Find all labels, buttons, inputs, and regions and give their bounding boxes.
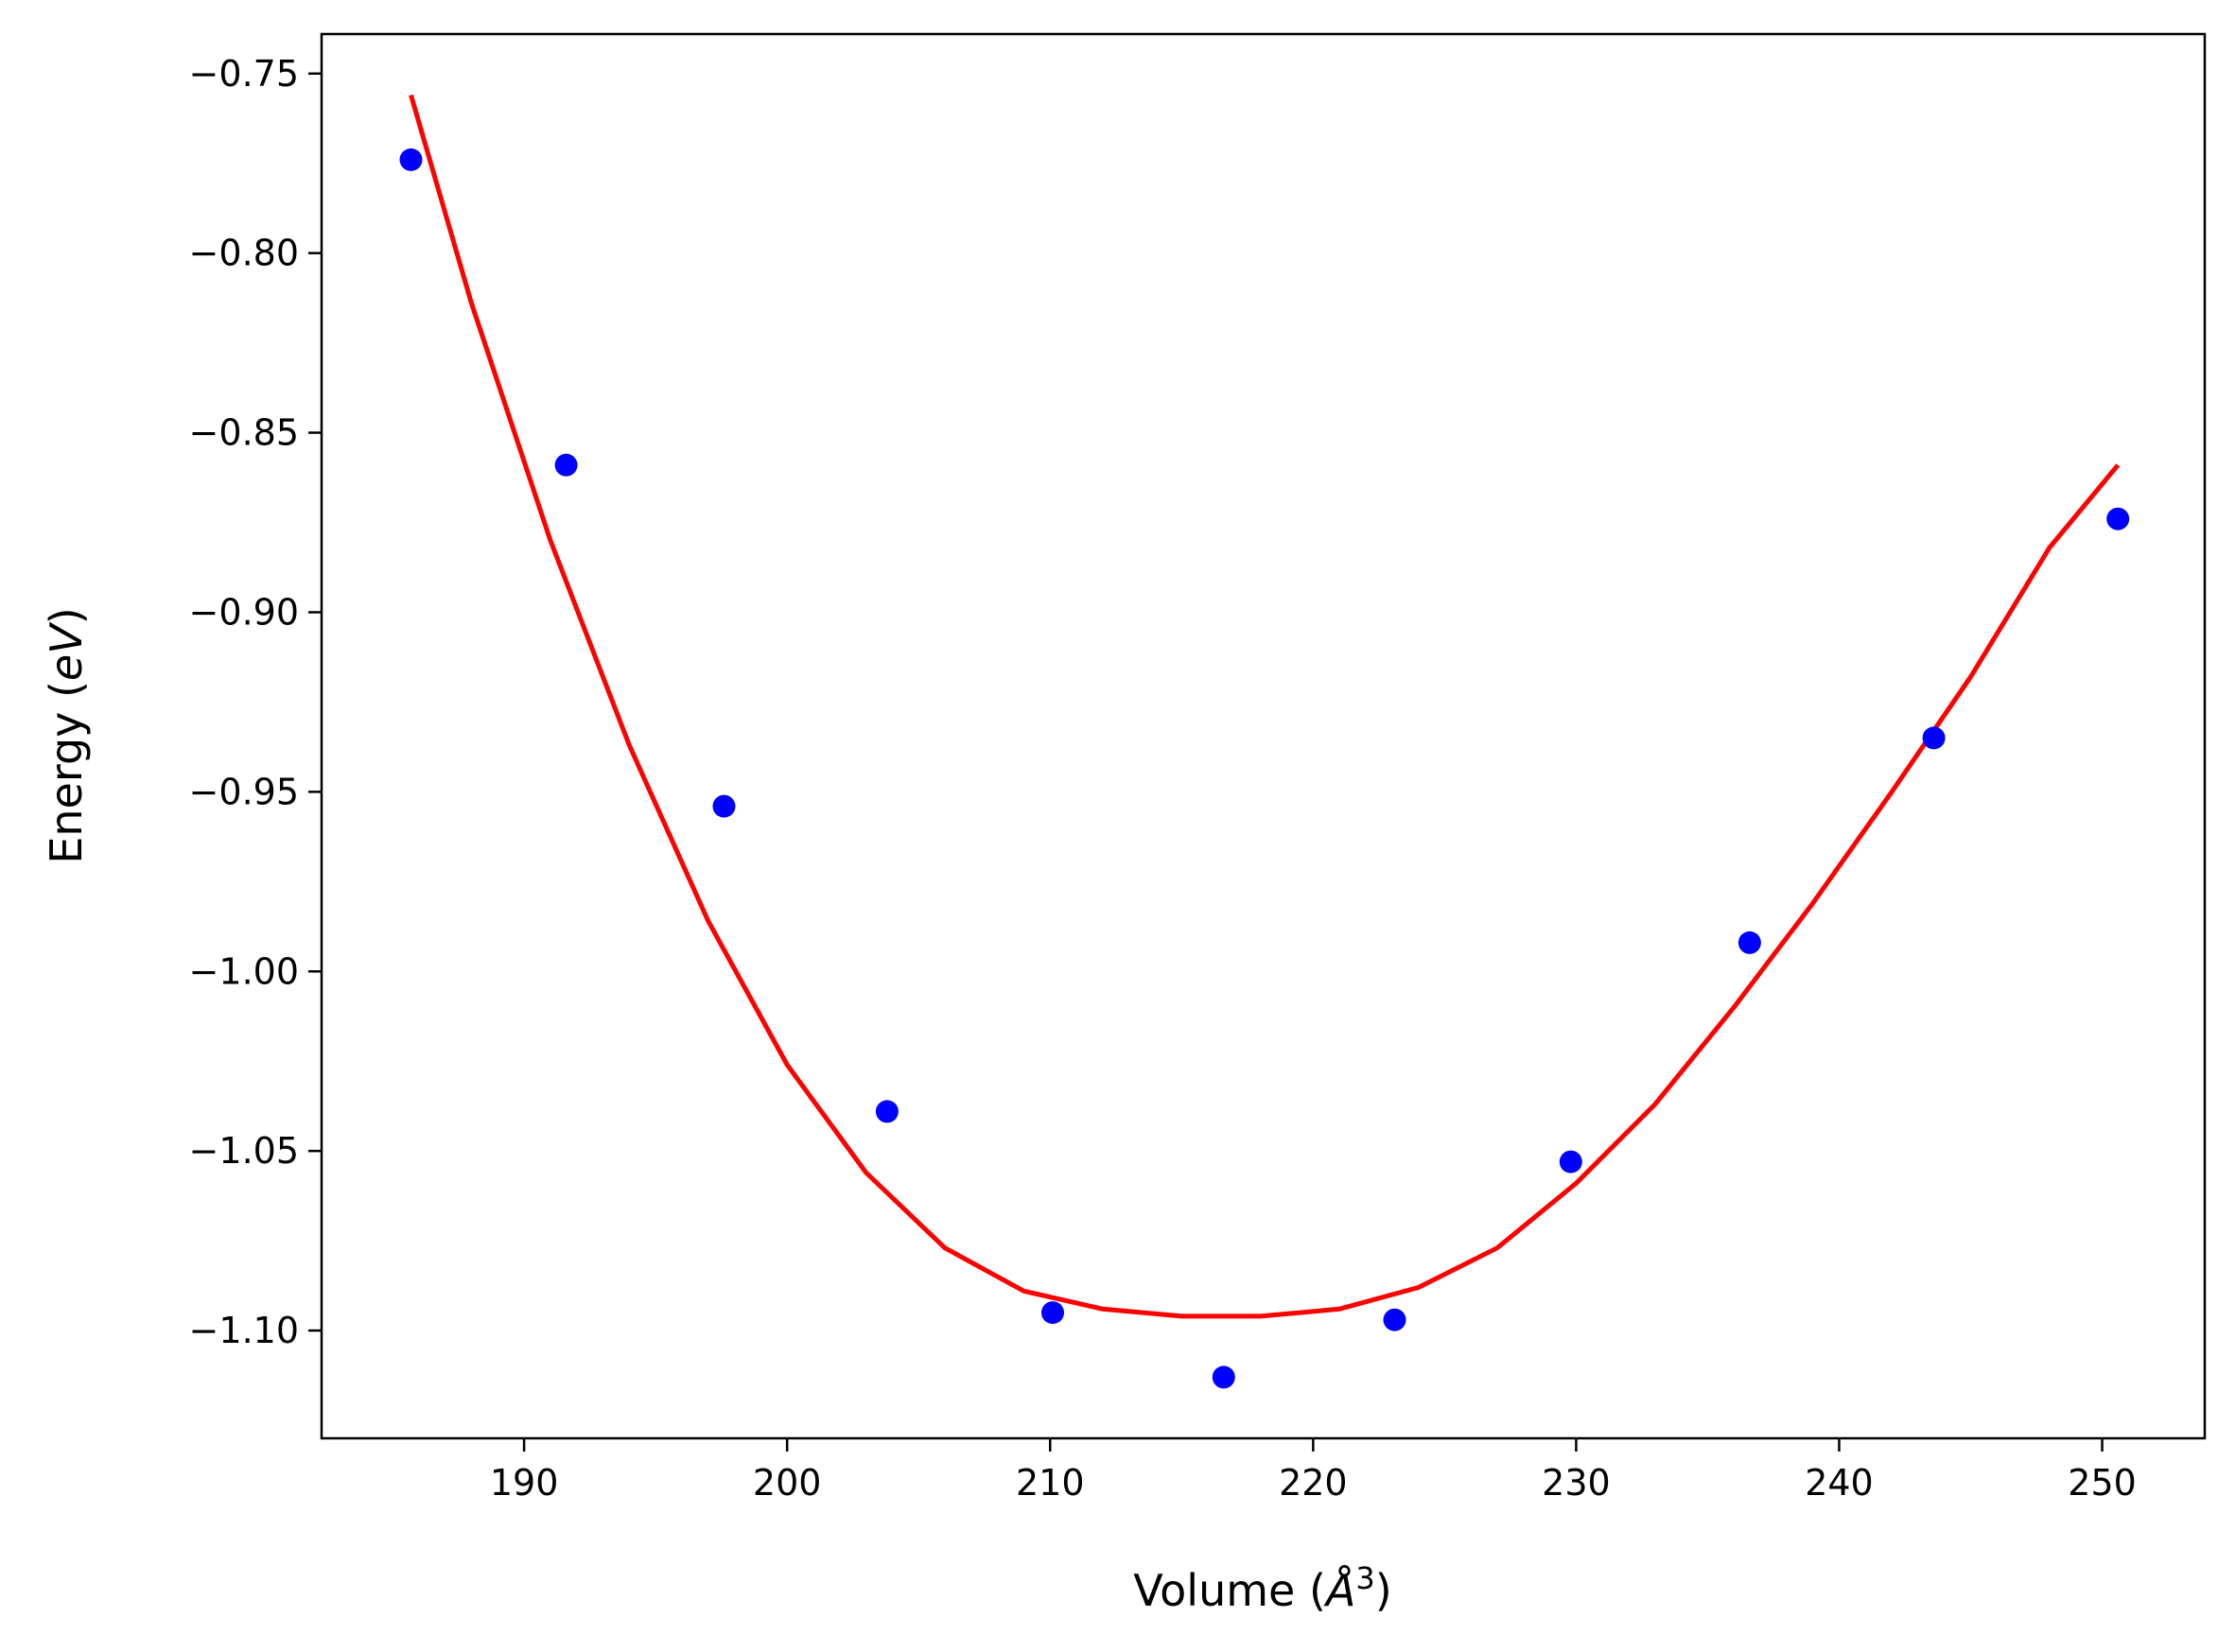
fit-curve-line — [409, 94, 2121, 1319]
y-tick-label: −0.90 — [189, 591, 299, 633]
y-tick-label: −0.80 — [189, 233, 299, 274]
data-point — [1737, 930, 1761, 954]
y-axis-label: Energy (eV) — [41, 607, 92, 863]
data-point — [554, 453, 578, 477]
data-point — [399, 148, 423, 171]
data-point — [712, 794, 736, 818]
x-tick-label: 210 — [1016, 1462, 1085, 1504]
y-tick-label: −0.85 — [189, 412, 299, 454]
data-point — [2106, 507, 2130, 530]
x-tick-label: 240 — [1805, 1462, 1874, 1504]
x-axis-label-text: Volume — [1133, 1565, 1295, 1616]
y-tick-label: −1.00 — [189, 950, 299, 992]
data-point — [875, 1100, 899, 1123]
y-tick-label: −1.05 — [189, 1130, 299, 1172]
y-axis-unit: eV — [41, 621, 92, 681]
y-tick-label: −0.75 — [189, 53, 299, 95]
x-tick-label: 250 — [2068, 1462, 2137, 1504]
y-tick-label: −1.10 — [189, 1310, 299, 1351]
data-point — [1559, 1150, 1582, 1174]
plot-frame — [320, 32, 2207, 1440]
data-point — [1212, 1365, 1235, 1389]
x-tick-label: 200 — [753, 1462, 822, 1504]
y-axis: −0.75 −0.80 −0.85 −0.90 −0.95 −1.00 −1.05 −1.10 — [189, 53, 322, 1351]
y-axis-label-text: Energy — [41, 712, 92, 864]
plot-area — [399, 94, 2130, 1389]
data-point — [1041, 1301, 1064, 1325]
y-tick-label: −0.95 — [189, 771, 299, 812]
x-axis-label: Volume (Å3) — [1133, 1560, 1391, 1616]
x-axis-unit: Å — [1323, 1565, 1355, 1616]
x-tick-label: 190 — [490, 1462, 559, 1504]
x-axis-unit-exponent: 3 — [1355, 1560, 1374, 1596]
data-point — [1383, 1308, 1406, 1331]
x-tick-label: 220 — [1279, 1462, 1348, 1504]
x-axis: 190 200 210 220 230 240 250 — [490, 1438, 2137, 1504]
x-tick-label: 230 — [1542, 1462, 1611, 1504]
data-point — [1922, 726, 1946, 750]
